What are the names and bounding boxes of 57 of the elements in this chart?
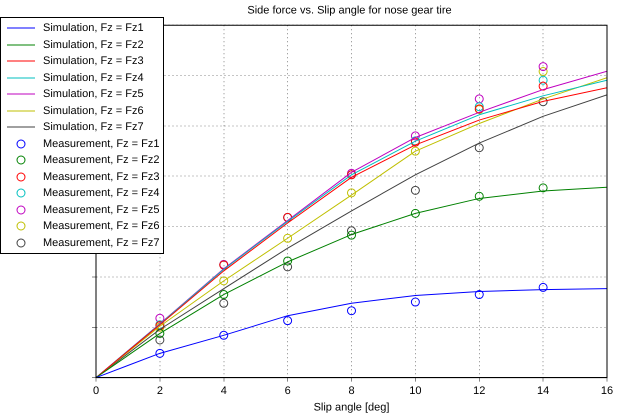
point (155, 328, 164, 338)
legend-label: Measurement, Fz = Fz2 (43, 154, 160, 166)
legend-label: Simulation, Fz = Fz4 (43, 72, 144, 84)
point (347, 306, 356, 316)
legend-label: Measurement, Fz = Fz4 (43, 187, 160, 200)
point (283, 262, 292, 272)
point (538, 82, 548, 91)
point (283, 256, 292, 266)
point (410, 298, 420, 307)
point (219, 290, 228, 300)
legend-label: Measurement, Fz = Fz5 (43, 204, 160, 216)
legend-label: Simulation, Fz = Fz2 (43, 38, 144, 51)
point (283, 316, 292, 326)
legend-label: Simulation, Fz = Fz1 (43, 22, 144, 34)
x-tick-label: 16 (600, 385, 614, 398)
point (474, 143, 484, 152)
x-tick-label: 0 (92, 385, 100, 398)
x-tick-label: 12 (473, 385, 486, 398)
point (538, 183, 548, 192)
legend-label: Measurement, Fz = Fz1 (43, 138, 160, 150)
x-tick-label: 4 (220, 385, 227, 398)
point (474, 94, 484, 104)
point (474, 290, 484, 300)
x-tick-label: 2 (156, 385, 163, 398)
point (410, 186, 420, 195)
point (538, 62, 548, 72)
legend-label: Simulation, Fz = Fz5 (43, 88, 144, 100)
x-tick-label: 8 (348, 385, 355, 398)
point (347, 230, 356, 240)
legend-label: Measurement, Fz = Fz3 (43, 170, 160, 183)
point (219, 330, 228, 340)
legend-label: Measurement, Fz = Fz6 (43, 220, 160, 232)
point (155, 314, 164, 323)
x-tick-label: 10 (409, 385, 422, 398)
chart-title: Side force vs. Slip angle for nose gear tire (247, 4, 452, 17)
point (538, 97, 548, 106)
point (410, 208, 420, 218)
point (538, 76, 548, 85)
point (347, 188, 356, 198)
point (155, 348, 164, 358)
point (410, 131, 420, 140)
point (410, 146, 420, 156)
point (155, 335, 164, 344)
x-tick-label: 6 (284, 385, 291, 398)
legend-label: Simulation, Fz = Fz3 (43, 55, 144, 68)
point (219, 276, 228, 286)
point (474, 192, 484, 201)
x-tick-label: 14 (537, 385, 550, 398)
x-axis-title: Slip angle [deg] (314, 401, 390, 414)
point (283, 234, 292, 243)
legend-label: Simulation, Fz = Fz7 (43, 121, 144, 134)
point (219, 298, 228, 308)
legend-label: Measurement, Fz = Fz7 (43, 236, 160, 249)
point (538, 282, 548, 292)
point (347, 226, 356, 236)
legend-label: Simulation, Fz = Fz6 (43, 104, 144, 117)
point (538, 67, 548, 76)
